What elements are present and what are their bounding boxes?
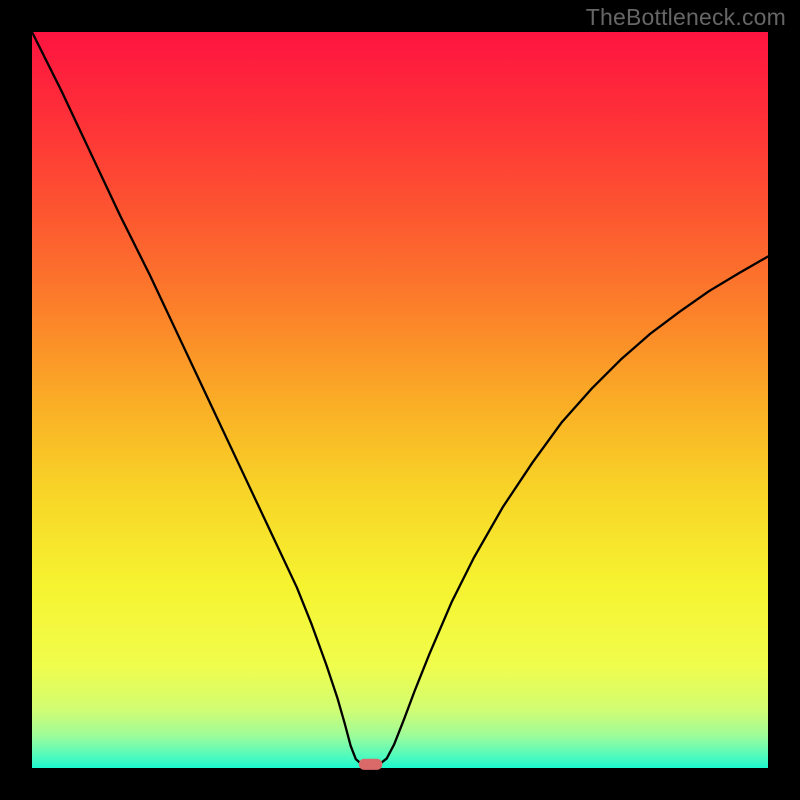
- plot-background-gradient: [32, 32, 768, 768]
- optimal-marker: [359, 759, 383, 770]
- bottleneck-chart: [0, 0, 800, 800]
- watermark-text: TheBottleneck.com: [586, 4, 786, 31]
